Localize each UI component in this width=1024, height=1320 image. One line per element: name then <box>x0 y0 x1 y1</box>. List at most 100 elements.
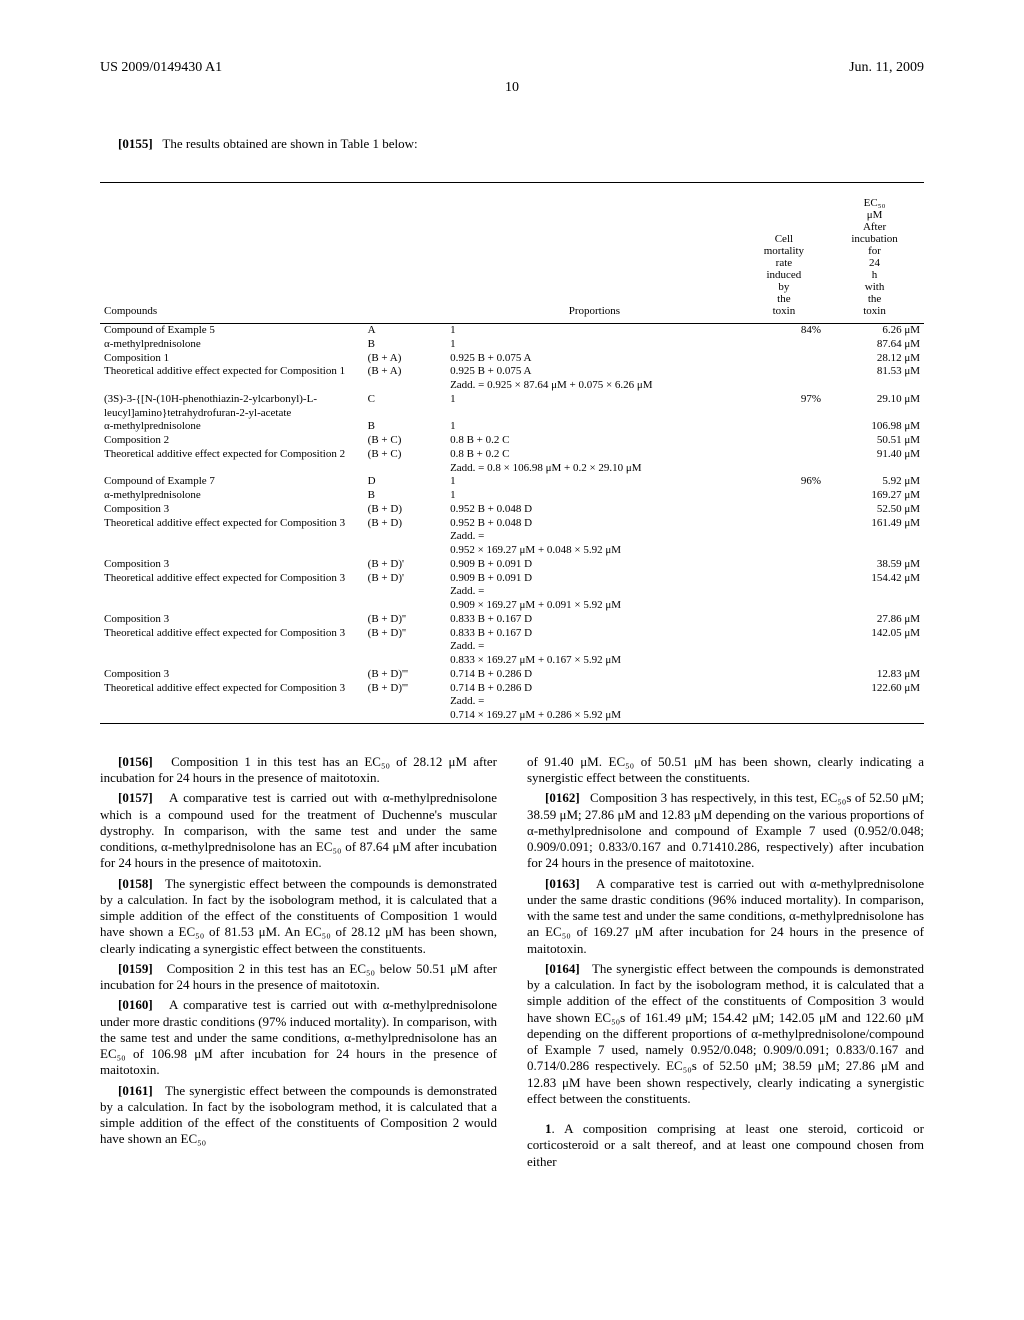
table-cell: 0.925 B + 0.075 A <box>446 352 743 366</box>
table-cell: Theoretical additive effect expected for… <box>100 365 364 393</box>
table-cell: Compound of Example 7 <box>100 475 364 489</box>
table-cell: Composition 3 <box>100 668 364 682</box>
paragraph: [0164] The synergistic effect between th… <box>527 961 924 1107</box>
table-cell: 106.98 μM <box>825 420 924 434</box>
table-cell: (B + C) <box>364 448 446 476</box>
table-header: EC₅₀μMAfterincubationfor24hwiththetoxin <box>825 183 924 324</box>
table-row: Composition 3(B + D)''0.833 B + 0.167 D 2… <box>100 613 924 627</box>
paragraph: [0161] The synergistic effect between th… <box>100 1083 497 1148</box>
right-column: of 91.40 μM. EC₅₀ of 50.51 μM has been s… <box>527 754 924 1174</box>
table-cell: 1 <box>446 475 743 489</box>
table-cell: 38.59 μM <box>825 558 924 572</box>
table-cell: 81.53 μM <box>825 365 924 393</box>
table-cell: 142.05 μM <box>825 627 924 668</box>
table-row: Theoretical additive effect expected for… <box>100 517 924 558</box>
table-cell: Composition 3 <box>100 613 364 627</box>
table-cell: 5.92 μM <box>825 475 924 489</box>
para-number: [0162] <box>545 790 580 805</box>
table-cell: Composition 2 <box>100 434 364 448</box>
table-cell: (B + C) <box>364 434 446 448</box>
para-number: [0164] <box>545 961 580 976</box>
table-cell: (B + D)''' <box>364 668 446 682</box>
table-cell: 50.51 μM <box>825 434 924 448</box>
table-row: α-methylprednisoloneB1 106.98 μM <box>100 420 924 434</box>
table-cell: 1 <box>446 489 743 503</box>
table-cell: 0.909 B + 0.091 D <box>446 558 743 572</box>
table-cell: 0.8 B + 0.2 C <box>446 434 743 448</box>
table-cell <box>743 489 825 503</box>
page-number: 10 <box>100 80 924 96</box>
table-cell: 122.60 μM <box>825 682 924 723</box>
para-number: [0155] <box>118 136 153 151</box>
table-row: Theoretical additive effect expected for… <box>100 627 924 668</box>
table-cell: (B + A) <box>364 365 446 393</box>
table-cell: 27.86 μM <box>825 613 924 627</box>
table-cell: Theoretical additive effect expected for… <box>100 448 364 476</box>
table-cell: (B + D)' <box>364 572 446 613</box>
table-cell <box>743 517 825 558</box>
paragraph: [0157] A comparative test is carried out… <box>100 790 497 871</box>
table-cell <box>743 668 825 682</box>
table-cell <box>743 503 825 517</box>
table-cell: Theoretical additive effect expected for… <box>100 627 364 668</box>
paragraph: [0159] Composition 2 in this test has an… <box>100 961 497 994</box>
table-cell: Theoretical additive effect expected for… <box>100 572 364 613</box>
table-cell: 0.925 B + 0.075 AZadd. = 0.925 × 87.64 μ… <box>446 365 743 393</box>
table-row: Composition 3(B + D)0.952 B + 0.048 D52.… <box>100 503 924 517</box>
table-cell: Composition 3 <box>100 503 364 517</box>
paragraph: [0163] A comparative test is carried out… <box>527 876 924 957</box>
table-header: Compounds <box>100 183 364 324</box>
table-cell: 0.8 B + 0.2 CZadd. = 0.8 × 106.98 μM + 0… <box>446 448 743 476</box>
table-row: Theoretical additive effect expected for… <box>100 365 924 393</box>
table-cell: 0.833 B + 0.167 D <box>446 613 743 627</box>
table-row: Theoretical additive effect expected for… <box>100 448 924 476</box>
table-cell: B <box>364 489 446 503</box>
table-cell: (3S)-3-{[N-(10H-phenothiazin-2-ylcarbony… <box>100 393 364 421</box>
table-cell: 29.10 μM <box>825 393 924 421</box>
table-cell <box>743 420 825 434</box>
table-cell: 161.49 μM <box>825 517 924 558</box>
paragraph: [0158] The synergistic effect between th… <box>100 876 497 957</box>
table-cell: 6.26 μM <box>825 324 924 338</box>
table-cell <box>743 338 825 352</box>
table-cell: 91.40 μM <box>825 448 924 476</box>
table-cell: 1 <box>446 420 743 434</box>
table-cell: (B + D)' <box>364 558 446 572</box>
table-cell: C <box>364 393 446 421</box>
table-header <box>364 183 446 324</box>
paragraph: of 91.40 μM. EC₅₀ of 50.51 μM has been s… <box>527 754 924 787</box>
table-header: Cellmortalityrateinducedbythetoxin <box>743 183 825 324</box>
table-cell: 0.952 B + 0.048 D <box>446 503 743 517</box>
table-cell <box>743 627 825 668</box>
table-cell: 169.27 μM <box>825 489 924 503</box>
paragraph: [0162] Composition 3 has respectively, i… <box>527 790 924 871</box>
para-number: [0160] <box>118 997 153 1012</box>
table-row: Composition 3(B + D)'''0.714 B + 0.286 D… <box>100 668 924 682</box>
table-header: Proportions <box>446 183 743 324</box>
para-number: [0156] <box>118 754 153 769</box>
table-cell: Composition 3 <box>100 558 364 572</box>
table-cell: (B + D)'' <box>364 627 446 668</box>
claim: 1. A composition comprising at least one… <box>527 1121 924 1170</box>
table-row: Theoretical additive effect expected for… <box>100 572 924 613</box>
claim-number: 1 <box>545 1121 552 1136</box>
table-cell: 1 <box>446 324 743 338</box>
table-cell: Compound of Example 5 <box>100 324 364 338</box>
table-cell: Theoretical additive effect expected for… <box>100 682 364 723</box>
patent-number: US 2009/0149430 A1 <box>100 60 222 76</box>
table-cell: 97% <box>743 393 825 421</box>
table-cell: Theoretical additive effect expected for… <box>100 517 364 558</box>
table-cell: 12.83 μM <box>825 668 924 682</box>
paragraph: [0160] A comparative test is carried out… <box>100 997 497 1078</box>
table-cell: D <box>364 475 446 489</box>
table-cell: (B + D) <box>364 517 446 558</box>
table-cell <box>743 572 825 613</box>
para-number: [0161] <box>118 1083 153 1098</box>
data-table: Compounds ProportionsCellmortalityrateind… <box>100 182 924 724</box>
table-cell: (B + D)'' <box>364 613 446 627</box>
para-number: [0159] <box>118 961 153 976</box>
table-cell <box>743 682 825 723</box>
table-cell: 84% <box>743 324 825 338</box>
table-cell: B <box>364 420 446 434</box>
table-cell: α-methylprednisolone <box>100 420 364 434</box>
